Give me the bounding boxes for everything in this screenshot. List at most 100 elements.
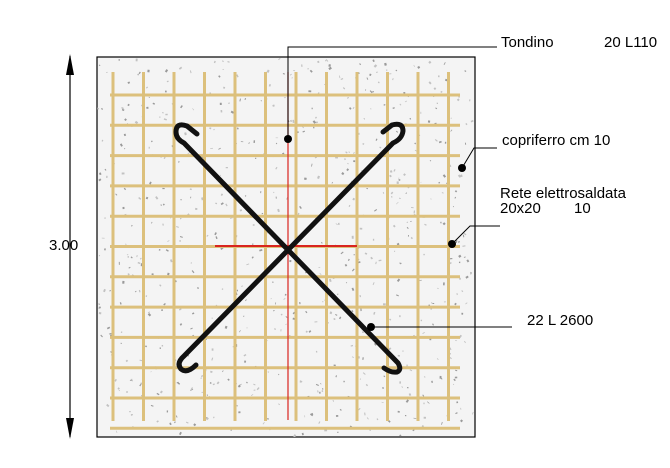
aggregate-speck bbox=[159, 347, 161, 349]
aggregate-speck bbox=[239, 98, 241, 102]
aggregate-speck bbox=[359, 227, 363, 230]
aggregate-speck bbox=[266, 69, 270, 73]
dimension-arrow-top bbox=[66, 54, 74, 75]
aggregate-speck bbox=[239, 209, 243, 212]
aggregate-speck bbox=[428, 60, 432, 64]
aggregate-speck bbox=[285, 323, 287, 326]
aggregate-speck bbox=[450, 129, 453, 132]
leader-rete bbox=[451, 225, 500, 245]
aggregate-speck bbox=[372, 59, 375, 63]
aggregate-speck bbox=[236, 404, 239, 407]
aggregate-speck bbox=[414, 142, 417, 145]
aggregate-speck bbox=[238, 411, 241, 414]
aggregate-speck bbox=[275, 196, 277, 199]
aggregate-speck bbox=[423, 253, 425, 256]
aggregate-speck bbox=[369, 90, 373, 94]
aggregate-speckles bbox=[97, 57, 474, 437]
aggregate-speck bbox=[454, 376, 458, 379]
aggregate-speck bbox=[353, 151, 355, 155]
aggregate-speck bbox=[456, 401, 459, 404]
aggregate-speck bbox=[122, 206, 125, 210]
aggregate-speck bbox=[190, 387, 194, 391]
aggregate-speck bbox=[315, 383, 319, 387]
aggregate-speck bbox=[458, 261, 461, 264]
aggregate-speck bbox=[410, 207, 414, 209]
aggregate-speck bbox=[150, 221, 153, 224]
aggregate-speck bbox=[399, 315, 401, 318]
aggregate-speck bbox=[185, 421, 189, 424]
aggregate-speck bbox=[228, 102, 230, 104]
aggregate-speck bbox=[408, 393, 412, 397]
aggregate-speck bbox=[118, 389, 120, 392]
aggregate-speck bbox=[324, 59, 327, 62]
aggregate-speck bbox=[167, 240, 170, 242]
aggregate-speck bbox=[328, 64, 331, 67]
aggregate-speck bbox=[318, 266, 321, 269]
aggregate-speck bbox=[98, 312, 102, 315]
aggregate-speck bbox=[393, 250, 396, 253]
aggregate-speck bbox=[352, 106, 355, 110]
aggregate-speck bbox=[98, 172, 102, 176]
aggregate-speck bbox=[277, 373, 280, 376]
aggregate-speck bbox=[211, 348, 214, 351]
aggregate-speck bbox=[366, 77, 369, 80]
aggregate-speck bbox=[130, 414, 133, 416]
aggregate-speck bbox=[403, 173, 406, 177]
aggregate-speck bbox=[440, 221, 442, 224]
dimension-arrow-bottom bbox=[66, 418, 74, 439]
aggregate-speck bbox=[351, 268, 355, 272]
aggregate-speck bbox=[461, 290, 464, 293]
aggregate-speck bbox=[437, 75, 440, 78]
aggregate-speck bbox=[130, 378, 133, 381]
dimension-label: 3.00 bbox=[49, 237, 79, 254]
aggregate-speck bbox=[396, 294, 399, 297]
aggregate-speck bbox=[124, 243, 127, 245]
aggregate-speck bbox=[121, 107, 124, 109]
aggregate-speck bbox=[358, 132, 360, 135]
aggregate-speck bbox=[318, 421, 321, 424]
aggregate-speck bbox=[118, 59, 120, 61]
aggregate-speck bbox=[420, 111, 422, 114]
aggregate-speck bbox=[413, 64, 415, 68]
aggregate-speck bbox=[163, 156, 166, 160]
aggregate-speck bbox=[230, 110, 235, 114]
aggregate-speck bbox=[309, 413, 314, 417]
aggregate-speck bbox=[273, 309, 275, 312]
aggregate-speck bbox=[370, 108, 372, 110]
aggregate-speck bbox=[205, 416, 209, 421]
aggregate-speck bbox=[178, 160, 180, 163]
aggregate-speck bbox=[440, 90, 443, 93]
aggregate-speck bbox=[383, 375, 386, 378]
aggregate-speck bbox=[397, 410, 400, 413]
aggregate-speck bbox=[158, 249, 161, 251]
aggregate-speck bbox=[312, 120, 317, 124]
aggregate-speck bbox=[353, 254, 355, 256]
aggregate-speck bbox=[462, 234, 465, 238]
aggregate-speck bbox=[337, 293, 339, 296]
aggregate-speck bbox=[308, 330, 312, 333]
aggregate-speck bbox=[452, 205, 455, 208]
aggregate-speck bbox=[206, 234, 209, 237]
aggregate-speck bbox=[109, 289, 111, 292]
aggregate-speck bbox=[124, 118, 127, 122]
aggregate-speck bbox=[347, 97, 349, 99]
aggregate-speck bbox=[333, 364, 336, 367]
aggregate-speck bbox=[311, 412, 314, 415]
aggregate-speck bbox=[243, 360, 247, 363]
aggregate-speck bbox=[443, 62, 446, 66]
aggregate-speck bbox=[252, 224, 255, 226]
aggregate-speck bbox=[351, 287, 355, 291]
aggregate-speck bbox=[161, 344, 164, 347]
aggregate-speck bbox=[169, 259, 173, 263]
aggregate-speck bbox=[180, 218, 182, 220]
aggregate-speck bbox=[466, 259, 470, 263]
aggregate-speck bbox=[456, 98, 460, 102]
aggregate-speck bbox=[373, 64, 378, 68]
aggregate-speck bbox=[166, 80, 169, 83]
aggregate-speck bbox=[167, 272, 170, 276]
aggregate-speck bbox=[464, 70, 467, 72]
aggregate-speck bbox=[275, 166, 278, 170]
aggregate-speck bbox=[222, 68, 225, 71]
aggregate-speck bbox=[302, 130, 305, 133]
aggregate-speck bbox=[438, 181, 441, 184]
